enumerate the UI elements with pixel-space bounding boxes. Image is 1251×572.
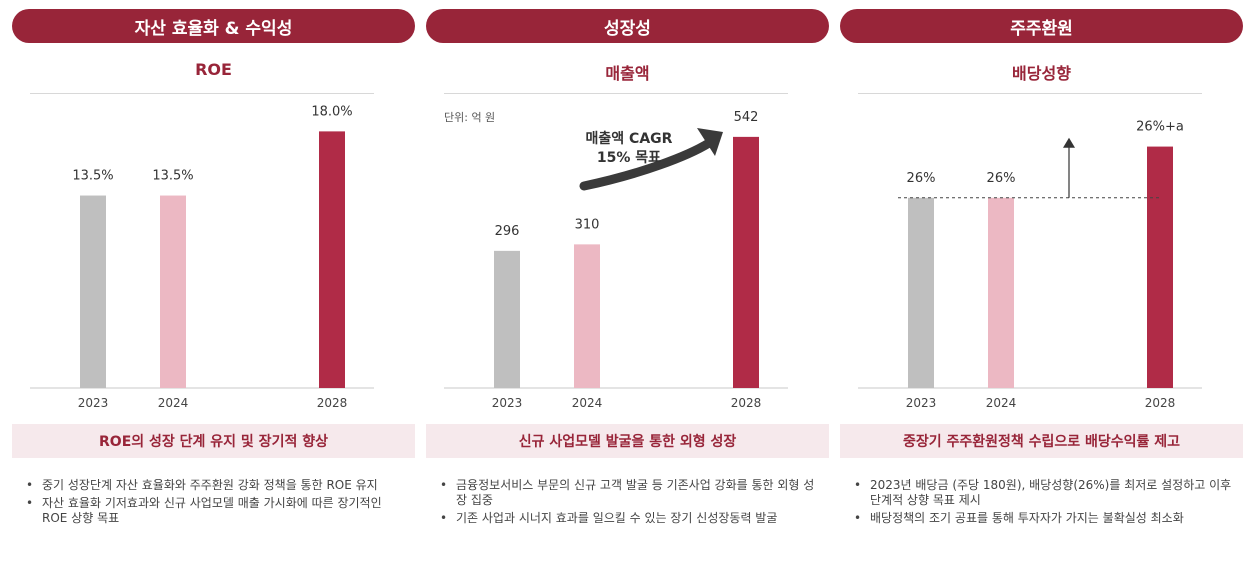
revenue-bar-chart: 296 2023 310 2024 542 2028 <box>444 110 788 410</box>
bar-2023 <box>80 195 106 388</box>
chart-subtitle: 배당성향 <box>1012 64 1071 83</box>
x-tick-label: 2028 <box>731 396 762 410</box>
panel-header: 주주환원 <box>840 9 1243 43</box>
data-label: 542 <box>734 110 759 125</box>
data-label: 296 <box>495 224 520 239</box>
data-label: 13.5% <box>72 169 113 184</box>
summary-banner: 중장기 주주환원정책 수립으로 배당수익률 제고 <box>840 424 1243 458</box>
summary-banner: 신규 사업모델 발굴을 통한 외형 성장 <box>426 424 829 458</box>
bullet-item: 중기 성장단계 자산 효율화와 주주환원 강화 정책을 통한 ROE 유지 <box>26 478 406 493</box>
bullet-list: 2023년 배당금 (주당 180원), 배당성향(26%)를 최저로 설정하고… <box>854 478 1234 529</box>
cagr-line-2: 15% 목표 <box>596 150 662 166</box>
summary-banner: ROE의 성장 단계 유지 및 장기적 향상 <box>12 424 415 458</box>
bar-2023 <box>494 250 520 388</box>
x-tick-label: 2023 <box>492 396 523 410</box>
x-tick-label: 2023 <box>906 396 937 410</box>
cagr-line-1: 매출액 CAGR <box>585 131 673 147</box>
x-tick-label: 2028 <box>317 396 348 410</box>
panel-roe: 자산 효율화 & 수익성 ROE 13.5% 2023 13.5% 2024 18.0%… <box>12 0 415 572</box>
bar-2024 <box>160 195 186 388</box>
bullet-item: 2023년 배당금 (주당 180원), 배당성향(26%)를 최저로 설정하고… <box>854 478 1234 508</box>
cagr-annotation: 매출액 CAGR 15% 목표 <box>574 130 684 168</box>
x-tick-label: 2028 <box>1145 396 1176 410</box>
x-tick-label: 2024 <box>572 396 603 410</box>
panel-shareholder-return: 주주환원 배당성향 26% 2023 26% 2024 26%+a 2028 중장기 주주… <box>840 0 1243 572</box>
bullet-item: 자산 효율화 기저효과와 신규 사업모델 매출 가시화에 따른 장기적인 ROE… <box>26 496 406 526</box>
data-label: 18.0% <box>311 104 352 119</box>
data-label: 26%+a <box>1136 120 1184 135</box>
bar-2028 <box>319 131 345 388</box>
x-tick-label: 2023 <box>78 396 109 410</box>
bar-2028 <box>733 136 759 388</box>
divider <box>858 93 1202 94</box>
chart-subtitle: 매출액 <box>605 64 650 83</box>
divider <box>444 93 788 94</box>
up-arrow-icon <box>1063 137 1075 148</box>
data-label: 310 <box>575 217 600 232</box>
data-label: 26% <box>907 171 936 186</box>
panel-growth: 성장성 매출액 단위: 억 원 296 2023 310 2024 542 2028 매출… <box>426 0 829 572</box>
bullet-item: 금융정보서비스 부문의 신규 고객 발굴 등 기존사업 강화를 통한 외형 성장… <box>440 478 820 508</box>
bullet-item: 기존 사업과 시너지 효과를 일으킬 수 있는 장기 신성장동력 발굴 <box>440 511 820 526</box>
bullet-item: 배당정책의 조기 공표를 통해 투자자가 가지는 불확실성 최소화 <box>854 511 1234 526</box>
bullet-list: 금융정보서비스 부문의 신규 고객 발굴 등 기존사업 강화를 통한 외형 성장… <box>440 478 820 529</box>
payout-bar-chart: 26% 2023 26% 2024 26%+a 2028 <box>858 120 1202 410</box>
roe-bar-chart: 13.5% 2023 13.5% 2024 18.0% 2028 <box>30 104 374 410</box>
chart-subtitle: ROE <box>195 60 232 79</box>
bar-2024 <box>574 244 600 388</box>
growth-arrow-icon <box>579 138 714 191</box>
divider <box>30 93 374 94</box>
bar-2024 <box>988 197 1014 388</box>
bullet-list: 중기 성장단계 자산 효율화와 주주환원 강화 정책을 통한 ROE 유지 자산… <box>26 478 406 529</box>
unit-note: 단위: 억 원 <box>444 111 496 124</box>
data-label: 13.5% <box>152 169 193 184</box>
bar-2023 <box>908 197 934 388</box>
panel-header: 자산 효율화 & 수익성 <box>12 9 415 43</box>
growth-arrowhead-icon <box>697 128 723 156</box>
panel-header: 성장성 <box>426 9 829 43</box>
bar-2028 <box>1147 146 1173 388</box>
data-label: 26% <box>987 171 1016 186</box>
x-tick-label: 2024 <box>158 396 189 410</box>
x-tick-label: 2024 <box>986 396 1017 410</box>
